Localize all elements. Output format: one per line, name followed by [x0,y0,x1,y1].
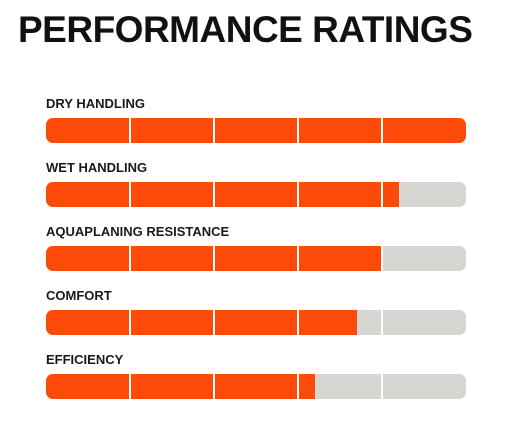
rating-bar-divider [129,374,131,399]
rating-bar-fill [46,118,466,143]
rating-dry-handling: DRY HANDLING [46,96,466,160]
rating-bar-divider [381,118,383,143]
rating-bar-divider [297,182,299,207]
rating-bar-divider [381,310,383,335]
rating-efficiency: EFFICIENCY [46,352,466,416]
rating-bar [46,118,466,143]
rating-bar-divider [297,246,299,271]
rating-bar [46,310,466,335]
rating-bar-divider [297,374,299,399]
rating-bar-divider [213,374,215,399]
rating-label: EFFICIENCY [46,352,124,367]
rating-bar-fill [46,310,357,335]
rating-bar [46,374,466,399]
rating-comfort: COMFORT [46,288,466,352]
rating-bar-divider [381,182,383,207]
rating-bar [46,246,466,271]
rating-bar-divider [129,310,131,335]
ratings-list: DRY HANDLING WET HANDLING AQUAPLANING RE… [46,96,466,416]
rating-bar [46,182,466,207]
rating-bar-divider [129,182,131,207]
rating-bar-divider [213,310,215,335]
rating-label: WET HANDLING [46,160,148,175]
rating-bar-fill [46,182,399,207]
rating-wet-handling: WET HANDLING [46,160,466,224]
rating-bar-divider [129,246,131,271]
rating-bar-divider [381,374,383,399]
rating-bar-divider [297,310,299,335]
rating-bar-divider [297,118,299,143]
rating-label: AQUAPLANING RESISTANCE [46,224,230,239]
page-title: PERFORMANCE RATINGS [18,9,473,50]
rating-aquaplaning-resistance: AQUAPLANING RESISTANCE [46,224,466,288]
rating-bar-divider [213,118,215,143]
rating-bar-divider [129,118,131,143]
rating-bar-divider [213,246,215,271]
rating-label: COMFORT [46,288,112,303]
rating-bar-divider [213,182,215,207]
rating-bar-fill [46,374,315,399]
rating-label: DRY HANDLING [46,96,145,111]
rating-bar-divider [381,246,383,271]
